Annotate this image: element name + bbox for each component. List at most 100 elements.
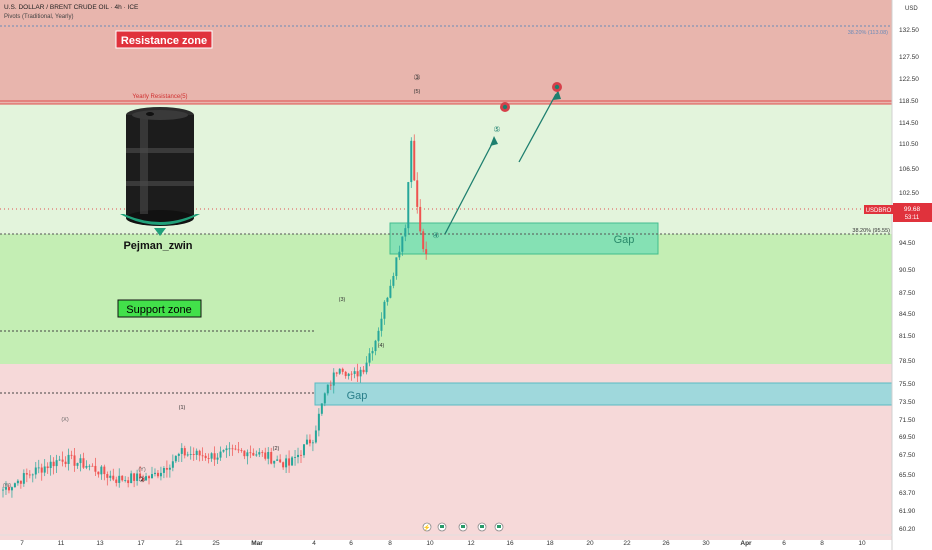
candle-body[interactable]	[398, 251, 401, 258]
candle-body[interactable]	[392, 275, 395, 286]
candle-body[interactable]	[145, 476, 148, 481]
candle-body[interactable]	[52, 461, 55, 467]
candle-body[interactable]	[422, 231, 425, 250]
candle-body[interactable]	[323, 393, 326, 404]
candle-body[interactable]	[237, 449, 240, 451]
candle-body[interactable]	[416, 180, 419, 207]
candle-body[interactable]	[31, 474, 34, 476]
candle-body[interactable]	[103, 466, 106, 475]
candle-body[interactable]	[124, 480, 127, 482]
projection-arrow-1[interactable]	[444, 139, 495, 235]
candle-body[interactable]	[165, 467, 168, 470]
candle-body[interactable]	[305, 439, 308, 445]
candle-body[interactable]	[112, 475, 115, 480]
candle-body[interactable]	[168, 467, 171, 470]
candle-body[interactable]	[127, 480, 130, 484]
candle-body[interactable]	[380, 318, 383, 331]
candle-body[interactable]	[332, 372, 335, 386]
candle-body[interactable]	[240, 450, 243, 452]
candle-body[interactable]	[189, 454, 192, 455]
candle-body[interactable]	[413, 140, 416, 181]
candle-body[interactable]	[264, 452, 267, 459]
candle-body[interactable]	[61, 459, 64, 462]
candle-body[interactable]	[46, 466, 49, 469]
candle-body[interactable]	[40, 467, 43, 473]
candle-body[interactable]	[335, 372, 338, 374]
candle-body[interactable]	[174, 455, 177, 462]
candle-body[interactable]	[151, 474, 153, 479]
candle-body[interactable]	[252, 452, 255, 456]
candle-body[interactable]	[153, 472, 156, 475]
candle-body[interactable]	[16, 480, 19, 484]
candle-body[interactable]	[213, 453, 216, 460]
candle-body[interactable]	[183, 448, 186, 456]
candle-body[interactable]	[109, 475, 112, 478]
candle-body[interactable]	[302, 444, 305, 456]
candle-body[interactable]	[350, 373, 353, 375]
support-zone-label[interactable]: Support zone	[117, 299, 202, 318]
candle-body[interactable]	[94, 465, 97, 472]
candle-body[interactable]	[329, 384, 332, 386]
candle-body[interactable]	[171, 461, 174, 468]
candle-body[interactable]	[162, 467, 165, 473]
candle-body[interactable]	[419, 206, 422, 232]
candle-body[interactable]	[261, 452, 264, 453]
candle-body[interactable]	[130, 473, 133, 484]
candle-body[interactable]	[249, 452, 252, 454]
candle-body[interactable]	[142, 477, 145, 481]
candle-body[interactable]	[82, 458, 85, 468]
candle-body[interactable]	[317, 413, 320, 431]
candle-body[interactable]	[19, 480, 22, 484]
candle-body[interactable]	[228, 448, 231, 450]
candle-body[interactable]	[22, 473, 25, 484]
candle-body[interactable]	[2, 489, 4, 491]
candle-body[interactable]	[365, 362, 368, 373]
candle-body[interactable]	[341, 368, 344, 372]
candle-body[interactable]	[186, 454, 189, 456]
candle-body[interactable]	[58, 459, 61, 461]
candle-body[interactable]	[204, 455, 207, 459]
candle-body[interactable]	[139, 473, 142, 478]
candle-body[interactable]	[270, 452, 273, 464]
candle-body[interactable]	[10, 487, 13, 491]
candle-body[interactable]	[282, 462, 285, 468]
candle-body[interactable]	[255, 454, 258, 456]
candle-body[interactable]	[67, 454, 70, 464]
candle-body[interactable]	[291, 457, 294, 466]
candle-body[interactable]	[118, 475, 121, 483]
candle-body[interactable]	[377, 330, 380, 341]
price-label-box[interactable]: USDBRO 99.68 53:11	[864, 203, 932, 222]
candle-body[interactable]	[73, 455, 76, 466]
candle-body[interactable]	[243, 450, 246, 457]
candle-body[interactable]	[88, 465, 91, 467]
candle-body[interactable]	[320, 403, 323, 414]
candle-body[interactable]	[407, 182, 410, 229]
candle-body[interactable]	[383, 301, 386, 319]
candle-body[interactable]	[311, 442, 314, 444]
candle-body[interactable]	[55, 460, 58, 467]
candle-body[interactable]	[338, 368, 341, 374]
candle-body[interactable]	[267, 452, 270, 459]
candle-body[interactable]	[97, 471, 100, 475]
candle-body[interactable]	[195, 450, 198, 455]
candle-body[interactable]	[395, 257, 398, 276]
candle-body[interactable]	[177, 453, 180, 456]
candle-body[interactable]	[258, 452, 261, 455]
candle-body[interactable]	[106, 474, 109, 478]
candle-body[interactable]	[356, 371, 359, 377]
candle-body[interactable]	[374, 340, 377, 352]
lightning-icon[interactable]	[422, 522, 432, 532]
candle-body[interactable]	[425, 249, 428, 255]
candle-body[interactable]	[219, 451, 222, 458]
candle-body[interactable]	[7, 487, 10, 491]
candle-body[interactable]	[231, 448, 234, 450]
candle-body[interactable]	[326, 384, 329, 394]
candle-body[interactable]	[64, 461, 67, 464]
candle-body[interactable]	[180, 448, 183, 454]
candle-body[interactable]	[225, 448, 228, 451]
candle-body[interactable]	[353, 371, 356, 374]
projection-arrow-2[interactable]	[518, 93, 557, 163]
candle-body[interactable]	[359, 369, 362, 377]
candle-body[interactable]	[70, 454, 73, 456]
event-icons[interactable]: ⚡	[422, 522, 504, 532]
